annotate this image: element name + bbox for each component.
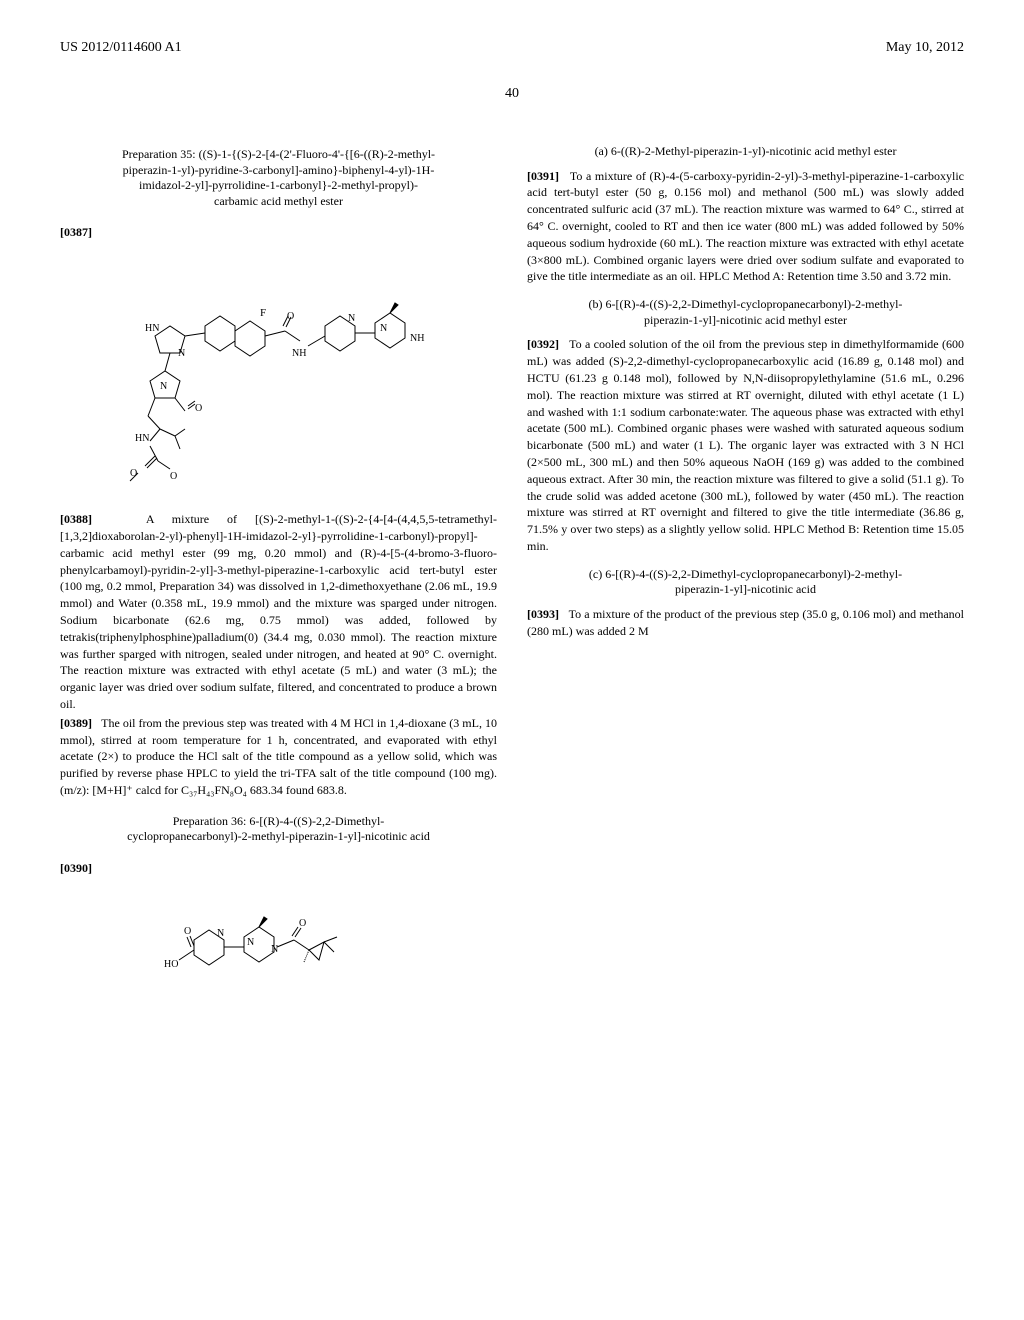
para-0387-num: [0387] <box>60 225 92 239</box>
para-0393-num: [0393] <box>527 607 559 621</box>
sub-a-title: (a) 6-((R)-2-Methyl-piperazin-1-yl)-nico… <box>586 144 906 160</box>
sub-b-title: (b) 6-[(R)-4-((S)-2,2-Dimethyl-cycloprop… <box>586 297 906 328</box>
svg-text:O: O <box>184 926 191 937</box>
para-0391: [0391] To a mixture of (R)-4-(5-carboxy-… <box>527 168 964 286</box>
page-number: 40 <box>60 86 964 102</box>
prep35-title: Preparation 35: ((S)-1-{(S)-2-[4-(2'-Flu… <box>119 147 439 209</box>
svg-text:O: O <box>287 311 294 322</box>
para-0389-num: [0389] <box>60 716 92 730</box>
prep36-title: Preparation 36: 6-[(R)-4-((S)-2,2-Dimeth… <box>119 814 439 845</box>
para-0387: [0387] <box>60 224 497 241</box>
para-0388-num: [0388] <box>60 512 92 526</box>
para-0392: [0392] To a cooled solution of the oil f… <box>527 336 964 554</box>
svg-text:N: N <box>160 381 167 392</box>
para-0391-num: [0391] <box>527 169 559 183</box>
para-0389: [0389] The oil from the previous step wa… <box>60 715 497 799</box>
svg-text:N: N <box>178 348 185 359</box>
para-0388: [0388] A mixture of [(S)-2-methyl-1-((S)… <box>60 511 497 713</box>
sub-c-title: (c) 6-[(R)-4-((S)-2,2-Dimethyl-cycloprop… <box>586 567 906 598</box>
svg-text:N: N <box>217 928 224 939</box>
chemical-structure-small: HO O N N N O <box>149 892 409 982</box>
para-0388-text: A mixture of [(S)-2-methyl-1-((S)-2-{4-[… <box>60 512 497 711</box>
para-0390-num: [0390] <box>60 861 92 875</box>
header-right: May 10, 2012 <box>886 40 964 56</box>
svg-text:N: N <box>380 323 387 334</box>
para-0390: [0390] <box>60 860 497 877</box>
svg-text:HN: HN <box>145 323 159 334</box>
para-0391-text: To a mixture of (R)-4-(5-carboxy-pyridin… <box>527 169 964 284</box>
svg-text:N: N <box>348 313 355 324</box>
para-0392-text: To a cooled solution of the oil from the… <box>527 337 964 553</box>
svg-text:NH: NH <box>410 333 424 344</box>
para-0393: [0393] To a mixture of the product of th… <box>527 606 964 640</box>
svg-text:N: N <box>247 937 254 948</box>
left-column: Preparation 35: ((S)-1-{(S)-2-[4-(2'-Flu… <box>60 132 497 997</box>
svg-text:NH: NH <box>292 348 306 359</box>
chemical-structure-large: F HN N N O HN <box>60 261 497 491</box>
header-left: US 2012/0114600 A1 <box>60 40 182 56</box>
svg-text:O: O <box>195 403 202 414</box>
right-column: (a) 6-((R)-2-Methyl-piperazin-1-yl)-nico… <box>527 132 964 997</box>
svg-text:O: O <box>299 918 306 929</box>
svg-text:HN: HN <box>135 433 149 444</box>
svg-text:N: N <box>271 944 278 955</box>
content-columns: Preparation 35: ((S)-1-{(S)-2-[4-(2'-Flu… <box>60 132 964 997</box>
page-header: US 2012/0114600 A1 May 10, 2012 <box>60 40 964 56</box>
svg-text:F: F <box>260 307 266 319</box>
para-0393-text: To a mixture of the product of the previ… <box>527 607 964 638</box>
svg-text:O: O <box>170 471 177 482</box>
para-0392-num: [0392] <box>527 337 559 351</box>
svg-text:HO: HO <box>164 959 178 970</box>
para-0389-text: The oil from the previous step was treat… <box>60 716 497 797</box>
